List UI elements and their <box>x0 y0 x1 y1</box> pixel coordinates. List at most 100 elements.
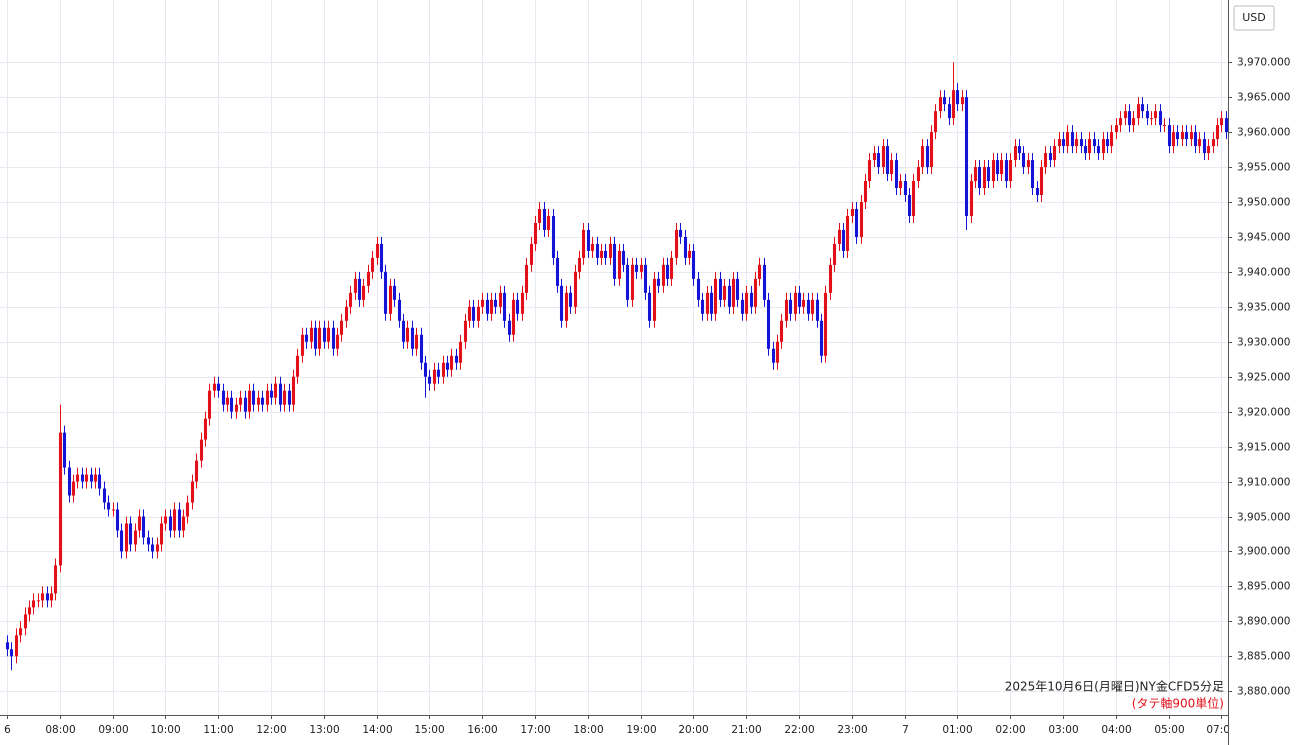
candle-body <box>832 243 837 265</box>
candle-body <box>595 243 600 258</box>
currency-label: USD <box>1242 11 1266 24</box>
candle-body <box>603 250 608 258</box>
candle-body <box>419 334 424 363</box>
candle-body <box>1021 153 1026 168</box>
candle-body <box>405 327 410 342</box>
candle-body <box>1145 111 1150 119</box>
candle-body <box>185 502 190 517</box>
candle-body <box>383 271 388 314</box>
candle-body <box>1057 139 1062 147</box>
candle-body <box>58 432 63 566</box>
candle-body <box>1162 125 1167 127</box>
candle-body <box>388 285 393 314</box>
candle-body <box>925 146 930 168</box>
x-tick-label: 14:00 <box>362 724 392 736</box>
candle-body <box>1197 139 1202 147</box>
candle-body <box>36 600 41 602</box>
y-tick-label: 3,935.000 <box>1237 302 1290 314</box>
candle-body <box>1008 160 1013 182</box>
x-tick-label: 12:00 <box>256 724 286 736</box>
y-tick-label: 3,895.000 <box>1237 581 1290 593</box>
candle-body <box>1035 188 1040 195</box>
candle-body <box>1013 146 1018 161</box>
x-tick-label: 15:00 <box>414 724 444 736</box>
candle-body <box>599 250 604 258</box>
candle-body <box>687 250 692 258</box>
candle-body <box>93 474 98 482</box>
candle-body <box>1026 160 1031 168</box>
candle-body <box>80 474 85 482</box>
candle-body <box>511 299 516 335</box>
candle-body <box>463 320 468 342</box>
candle-body <box>221 390 226 405</box>
candle-body <box>71 481 76 496</box>
candle-body <box>150 544 155 552</box>
candle-body <box>863 181 868 202</box>
candle-body <box>581 229 586 258</box>
candle-body <box>467 306 472 321</box>
candle-body <box>111 509 116 511</box>
candle-body <box>665 264 670 279</box>
y-tick-label: 3,915.000 <box>1237 442 1290 454</box>
candle-body <box>18 628 23 636</box>
candle-body <box>458 341 463 363</box>
candle-body <box>454 355 459 363</box>
candle-body <box>647 292 652 321</box>
candle-body <box>515 299 520 314</box>
candle-body <box>573 271 578 307</box>
candle-body <box>828 264 833 293</box>
y-tick-label: 3,960.000 <box>1237 127 1290 139</box>
x-tick-label: 16:00 <box>467 724 497 736</box>
candle-body <box>872 153 877 161</box>
x-tick-label: 7 <box>902 724 909 736</box>
x-tick-label: 07:00 <box>1206 724 1236 736</box>
candle-body <box>379 243 384 272</box>
candle-body <box>273 383 278 398</box>
candle-body <box>705 292 710 314</box>
candle-body <box>243 397 248 412</box>
candle-body <box>177 509 182 531</box>
candle-body <box>700 299 705 314</box>
candle-body <box>168 516 173 531</box>
candle-body <box>1206 146 1211 154</box>
candle-body <box>973 167 978 182</box>
candle-body <box>678 229 683 237</box>
candle-body <box>982 167 987 189</box>
x-tick-label: 19:00 <box>626 724 656 736</box>
candle-body <box>436 369 441 377</box>
candle-body <box>40 593 45 601</box>
candle-body <box>621 250 626 265</box>
candle-body <box>568 292 573 307</box>
candle-body <box>929 132 934 168</box>
candle-body <box>445 362 450 370</box>
candle-body <box>199 439 204 461</box>
y-tick-label: 3,885.000 <box>1237 651 1290 663</box>
candle-body <box>137 516 142 531</box>
candle-body <box>709 292 714 314</box>
candle-body <box>392 285 397 300</box>
x-tick-label: 08:00 <box>45 724 75 736</box>
candle-body <box>361 285 366 300</box>
candle-body <box>881 146 886 168</box>
candle-body <box>608 243 613 258</box>
candle-body <box>287 390 292 405</box>
candle-body <box>432 369 437 384</box>
candle-body <box>1070 132 1075 147</box>
candle-body <box>850 208 855 216</box>
candle-body <box>9 649 14 657</box>
candle-body <box>441 362 446 377</box>
candle-body <box>938 97 943 112</box>
candle-body <box>916 167 921 182</box>
candle-body <box>1175 132 1180 140</box>
candle-body <box>986 167 991 182</box>
candle-body <box>278 383 283 405</box>
x-tick-label: 6 <box>4 724 11 736</box>
candle-body <box>97 474 102 489</box>
y-tick-label: 3,880.000 <box>1237 686 1290 698</box>
candle-body <box>256 397 261 405</box>
candle-body <box>414 334 419 349</box>
candle-body <box>771 348 776 363</box>
candle-body <box>322 327 327 342</box>
candle-body <box>375 243 380 258</box>
